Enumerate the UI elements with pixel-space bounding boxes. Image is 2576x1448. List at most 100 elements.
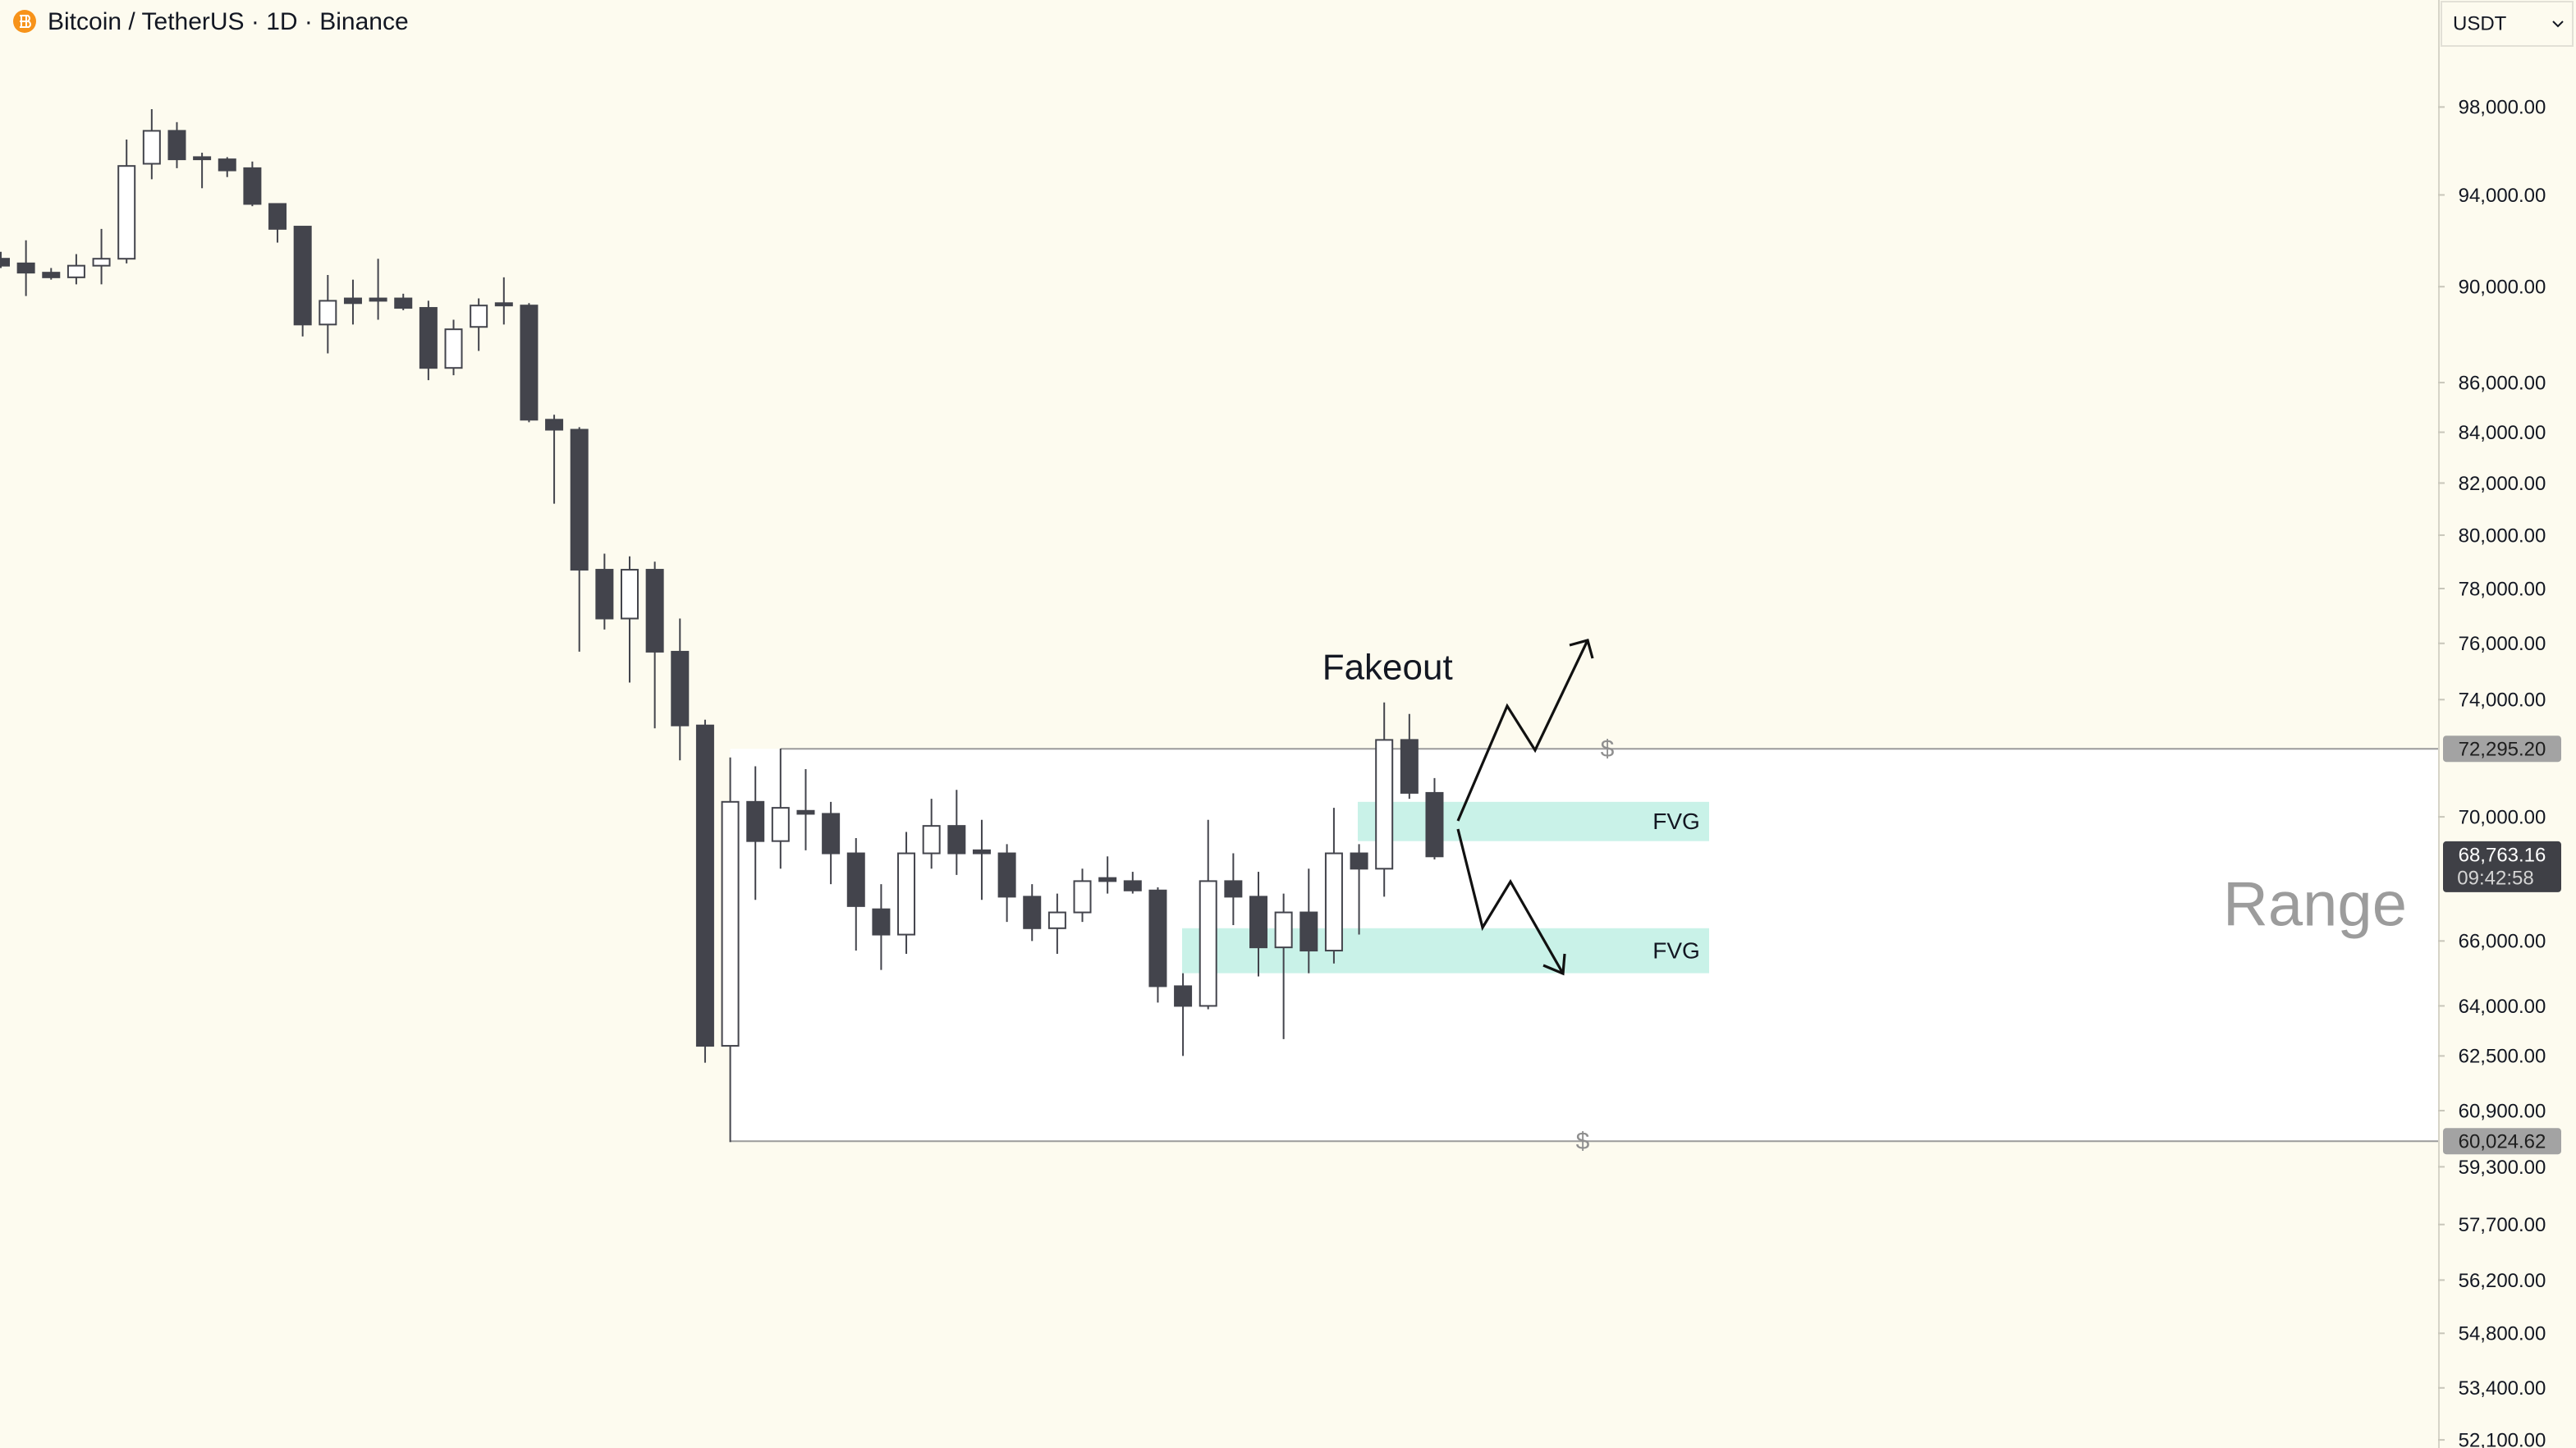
- overlay-layer: FVG FVG $ $ Fakeout Range: [1322, 639, 2407, 1155]
- candle-body: [319, 300, 337, 326]
- y-tick-label: 59,300.00: [2459, 1157, 2546, 1179]
- y-tick-label: 70,000.00: [2459, 806, 2546, 828]
- candle-body: [92, 258, 111, 267]
- level-tag: [2443, 1128, 2561, 1155]
- candle-body: [1299, 911, 1318, 952]
- candle-body: [1324, 852, 1343, 952]
- data-layer: [0, 109, 1444, 1143]
- y-tick-label: 84,000.00: [2459, 422, 2546, 444]
- candle-body: [444, 328, 463, 369]
- axis-background: [2438, 0, 2576, 1448]
- candle-body: [419, 307, 438, 369]
- candle-body: [142, 130, 161, 165]
- candle-body: [0, 258, 10, 267]
- candle-body: [695, 724, 714, 1047]
- level-tag-label: 60,024.62: [2459, 1131, 2546, 1153]
- candle-body: [621, 569, 639, 620]
- y-tick-label: 64,000.00: [2459, 996, 2546, 1018]
- candle-body: [545, 419, 564, 431]
- fvg-zone: [1358, 801, 1709, 841]
- candle-body: [947, 825, 966, 855]
- y-tick-label: 94,000.00: [2459, 185, 2546, 207]
- currency-chevron[interactable]: [2552, 21, 2564, 28]
- candle-body: [243, 167, 262, 205]
- candle-body: [1375, 739, 1394, 870]
- y-tick-label: 82,000.00: [2459, 473, 2546, 495]
- y-tick-label: 56,200.00: [2459, 1270, 2546, 1292]
- candle-body: [796, 809, 815, 815]
- candle-body: [771, 807, 790, 842]
- scenario-arrow-up: [1456, 639, 1594, 822]
- fakeout-label: Fakeout: [1322, 648, 1453, 688]
- candle-body: [1174, 985, 1193, 1007]
- header: Bitcoin / TetherUS · 1D · Binance: [13, 8, 409, 35]
- candle-body: [1400, 739, 1419, 794]
- candle-body: [293, 226, 312, 326]
- candle-body: [470, 305, 488, 328]
- last-price-label: 68,763.16: [2459, 844, 2546, 866]
- y-tick-label: 80,000.00: [2459, 525, 2546, 547]
- candle-body: [520, 305, 539, 421]
- candle-body: [1274, 911, 1293, 949]
- candle-body: [1123, 880, 1142, 891]
- countdown-label: 09:42:58: [2457, 867, 2533, 889]
- fvg-label: FVG: [1652, 938, 1700, 964]
- background-layer: [729, 748, 2438, 1143]
- candle-body: [1249, 896, 1267, 949]
- level-marker: $: [1576, 1128, 1590, 1155]
- candle-body: [1098, 877, 1117, 882]
- coin-glyph: [20, 15, 31, 28]
- candle-body: [494, 302, 513, 307]
- candle-body: [746, 800, 765, 842]
- candle-body: [897, 852, 916, 936]
- level-tag: [2443, 735, 2561, 763]
- candle-body: [922, 825, 941, 855]
- y-tick-label: 52,100.00: [2459, 1429, 2546, 1448]
- y-tick-label: 66,000.00: [2459, 931, 2546, 953]
- candle-body: [343, 297, 362, 305]
- last-price-tag: [2443, 841, 2561, 892]
- candle-body: [42, 272, 61, 278]
- candle-body: [66, 264, 85, 278]
- y-tick-label: 76,000.00: [2459, 633, 2546, 655]
- candle-body: [1023, 896, 1042, 929]
- symbol-title: Bitcoin / TetherUS · 1D · Binance: [48, 8, 409, 35]
- candle-body: [1047, 911, 1066, 929]
- candle-body: [268, 203, 287, 230]
- y-tick-label: 98,000.00: [2459, 97, 2546, 119]
- price-axis: USDT 98,000.00 94,000.00 90,000.00 86,000.0…: [2438, 0, 2576, 1448]
- y-tick-label: 78,000.00: [2459, 578, 2546, 600]
- candle-body: [1425, 791, 1444, 858]
- y-tick-label: 57,700.00: [2459, 1214, 2546, 1236]
- y-tick-label: 60,900.00: [2459, 1100, 2546, 1122]
- range-label: Range: [2223, 869, 2407, 939]
- candle-body: [117, 165, 136, 260]
- candle-body: [721, 800, 740, 1047]
- candle-body: [167, 130, 186, 161]
- candle-body: [16, 262, 35, 274]
- y-tick-label: 90,000.00: [2459, 277, 2546, 299]
- fvg-label: FVG: [1652, 809, 1700, 834]
- candle-body: [1224, 880, 1243, 898]
- y-tick-label: 62,500.00: [2459, 1046, 2546, 1068]
- currency-select[interactable]: [2441, 1, 2574, 47]
- candle-body: [972, 849, 991, 855]
- level-tag-label: 72,295.20: [2459, 739, 2546, 761]
- candle-body: [1350, 852, 1368, 870]
- currency-label[interactable]: USDT: [2453, 12, 2507, 34]
- candle-body: [645, 569, 664, 653]
- fvg-zone: [1182, 928, 1709, 974]
- candle-body: [822, 813, 841, 855]
- candle-body: [570, 428, 589, 571]
- candle-body: [1148, 889, 1167, 987]
- candle-body: [872, 908, 891, 936]
- candle-body: [1199, 880, 1217, 1007]
- y-tick-label: 74,000.00: [2459, 690, 2546, 712]
- candle-body: [369, 297, 387, 302]
- candle-body: [394, 297, 413, 309]
- candle-body: [997, 852, 1016, 898]
- candle-body: [218, 158, 236, 172]
- y-tick-label: 86,000.00: [2459, 372, 2546, 394]
